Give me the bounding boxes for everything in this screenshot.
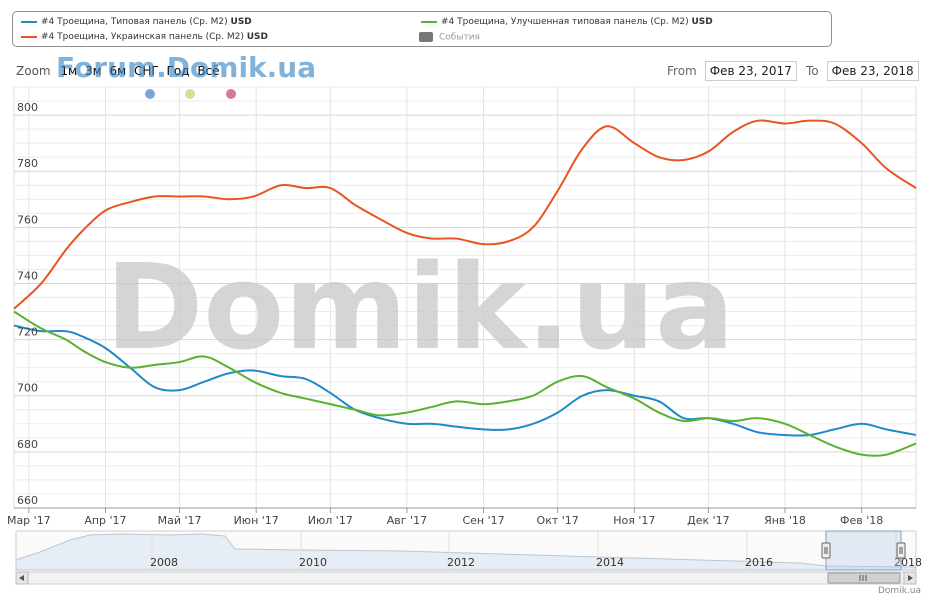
to-date-input[interactable]: Фев 23, 2018 [826, 61, 919, 81]
blue-marker[interactable] [145, 89, 155, 99]
legend-label: #4 Троещина, Улучшенная типовая панель (… [441, 17, 689, 27]
x-tick-label: Май '17 [158, 514, 202, 527]
legend-item-ukrainian-panel[interactable]: #4 Троещина, Украинская панель (Ср. М2) … [21, 32, 268, 42]
x-tick-label: Июн '17 [234, 514, 279, 527]
legend-swatch-green [421, 20, 437, 23]
y-tick-label: 760 [17, 213, 38, 226]
legend-unit: USD [691, 17, 713, 27]
y-axis: 660 680 700 720 740 760 780 800 [17, 101, 38, 507]
y-tick-label: 720 [17, 326, 38, 339]
navigator-year-label: 2008 [150, 556, 178, 569]
navigator-handle-left[interactable] [821, 542, 831, 559]
legend-item-improved-panel[interactable]: #4 Троещина, Улучшенная типовая панель (… [421, 17, 713, 27]
y-tick-label: 800 [17, 101, 38, 114]
series-line-improved-panel [13, 310, 917, 457]
x-tick-label: Янв '18 [764, 514, 806, 527]
x-tick-label: Апр '17 [84, 514, 126, 527]
x-tick-label: Ноя '17 [613, 514, 655, 527]
navigator-selection[interactable] [825, 530, 902, 571]
arrow-left-icon [19, 575, 24, 581]
domik-watermark: Domik.ua [105, 238, 734, 376]
zoom-1m-button[interactable]: 1м [60, 64, 78, 78]
legend-swatch-blue [21, 20, 37, 23]
legend-unit: USD [246, 32, 268, 42]
legend-label: События [439, 32, 480, 43]
y-tick-label: 700 [17, 382, 38, 395]
range-from: From Фев 23, 2017 [667, 61, 797, 81]
y-tick-label: 660 [17, 494, 38, 507]
scrollbar-track[interactable] [15, 571, 917, 585]
x-tick-label: Фев '18 [840, 514, 883, 527]
navigator-frame [15, 530, 917, 571]
navigator[interactable]: 2008 2010 2012 2014 2016 2018 [15, 530, 922, 585]
scroll-right-button[interactable] [903, 571, 917, 585]
scroll-left-button[interactable] [15, 571, 29, 585]
y-tick-label: 740 [17, 269, 38, 282]
navigator-year-label: 2012 [447, 556, 475, 569]
navigator-area [15, 533, 917, 571]
x-tick-label: Дек '17 [687, 514, 730, 527]
legend-unit: USD [230, 17, 252, 27]
y-tick-label: 680 [17, 438, 38, 451]
to-label: To [806, 64, 819, 78]
yellow-marker[interactable] [185, 89, 195, 99]
zoom-label: Zoom [16, 64, 51, 78]
zoom-ytd-button[interactable]: СНГ [133, 64, 159, 78]
chart-series [13, 119, 917, 457]
x-axis: Мар '17 Апр '17 Май '17 Июн '17 Июл '17 Авг '… [7, 507, 916, 527]
legend-swatch-gray [419, 32, 433, 42]
from-date-input[interactable]: Фев 23, 2017 [704, 61, 797, 81]
x-tick-label: Авг '17 [387, 514, 427, 527]
zoom-all-button[interactable]: Всё [197, 64, 220, 78]
pink-marker[interactable] [226, 89, 236, 99]
credit-link[interactable]: Domik.ua [878, 586, 921, 596]
x-tick-label: Мар '17 [7, 514, 51, 527]
x-tick-label: Сен '17 [462, 514, 504, 527]
navigator-year-label: 2016 [745, 556, 773, 569]
legend-label: #4 Троещина, Типовая панель (Ср. М2) [41, 17, 228, 27]
legend: #4 Троещина, Типовая панель (Ср. М2) USD… [12, 11, 832, 47]
arrow-right-icon [908, 575, 913, 581]
chart-markers [145, 89, 236, 99]
navigator-year-label: 2014 [596, 556, 624, 569]
zoom-1y-button[interactable]: Год [166, 64, 190, 78]
legend-label: #4 Троещина, Украинская панель (Ср. М2) [41, 32, 244, 42]
x-tick-label: Окт '17 [537, 514, 579, 527]
plot-border [13, 86, 917, 509]
navigator-year-label: 2018 [894, 556, 922, 569]
series-line-ukrainian-panel [13, 119, 917, 310]
zoom-3m-button[interactable]: 3м [84, 64, 102, 78]
legend-swatch-orange [21, 35, 37, 38]
forum-watermark: Forum.Domik.ua [56, 51, 317, 84]
x-tick-label: Июл '17 [308, 514, 353, 527]
navigator-handle-right[interactable] [896, 542, 906, 559]
range-to: To Фев 23, 2018 [806, 61, 919, 81]
zoom-bar: Zoom 1м 3м 6м СНГ Год Всё [16, 63, 222, 81]
legend-item-typical-panel[interactable]: #4 Троещина, Типовая панель (Ср. М2) USD [21, 17, 252, 27]
chart-grid [13, 86, 917, 509]
navigator-year-label: 2010 [299, 556, 327, 569]
series-line-typical-panel [13, 324, 917, 437]
y-tick-label: 780 [17, 157, 38, 170]
legend-item-events[interactable]: События [419, 32, 480, 43]
zoom-6m-button[interactable]: 6м [109, 64, 127, 78]
scrollbar-thumb[interactable] [827, 572, 901, 584]
from-label: From [667, 64, 697, 78]
